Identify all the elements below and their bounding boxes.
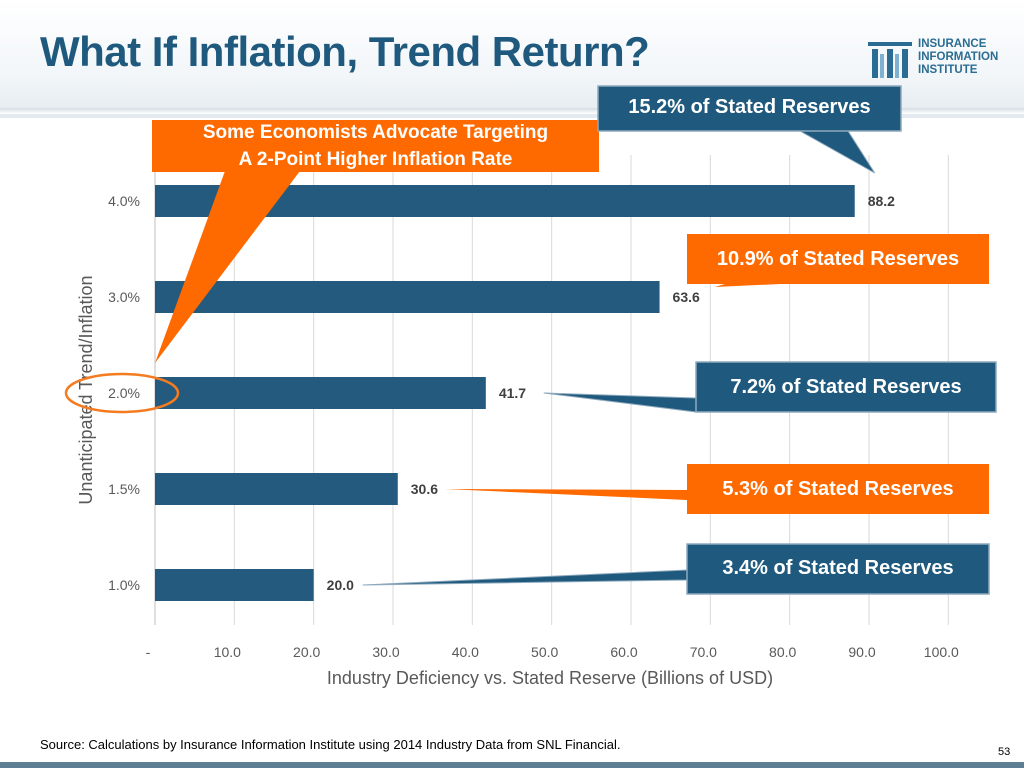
category-label: 2.0% (108, 385, 140, 401)
category-label: 1.0% (108, 577, 140, 593)
callout-reserves-1-5pct: 5.3% of Stated Reserves (722, 478, 954, 500)
x-tick-label: 60.0 (610, 644, 637, 660)
bar (155, 377, 486, 409)
label-layer: - 10.0 20.0 30.0 40.0 50.0 60.0 70.0 80.0 90.0 100… (76, 193, 959, 688)
logo-text: INSURANCE INFORMATION INSTITUTE (918, 38, 998, 77)
page-number: 53 (998, 746, 1011, 758)
callout-economists-line-2: A 2-Point Higher Inflation Rate (238, 149, 513, 170)
x-tick-label: 40.0 (452, 644, 479, 660)
highlight-ellipse (64, 372, 180, 414)
value-label: 30.6 (411, 481, 438, 497)
x-tick-label: 100.0 (924, 644, 959, 660)
callout-reserves-4pct: 15.2% of Stated Reserves (628, 96, 871, 118)
bar (155, 281, 660, 313)
callout-reserves-box (687, 234, 989, 284)
value-label: 63.6 (673, 289, 700, 305)
source-note: Source: Calculations by Insurance Inform… (40, 737, 621, 752)
iii-logo: INSURANCE INFORMATION INSTITUTE (866, 38, 1016, 80)
callout-reserves-pointer (444, 489, 687, 500)
x-tick-label: 70.0 (690, 644, 717, 660)
callout-reserves-box (597, 85, 902, 132)
logo-line-1: INSURANCE (918, 38, 987, 50)
x-axis-title: Industry Deficiency vs. Stated Reserve (… (327, 668, 773, 688)
title-divider (0, 108, 1024, 114)
logo-line-2: INFORMATION (918, 51, 999, 63)
callout-reserves-box (686, 543, 990, 595)
category-label: 1.5% (108, 481, 140, 497)
callout-economists-line-1: Some Economists Advocate Targeting (202, 122, 549, 143)
callout-reserves-box (695, 361, 997, 413)
category-label: 3.0% (108, 289, 140, 305)
callout-reserves-pointer (543, 392, 697, 413)
logo-line-3: INSTITUTE (918, 64, 978, 76)
iii-columns-icon (868, 42, 912, 78)
value-label: 41.7 (499, 385, 526, 401)
footer-bar (0, 762, 1024, 768)
category-label: 4.0% (108, 193, 140, 209)
y-axis-title: Unanticipated Trend/Inflation (76, 275, 96, 504)
callout-reserves-box (687, 464, 989, 514)
callout-reserves-pointer (798, 130, 876, 174)
callout-economists-pointer (155, 171, 300, 363)
slide-title: What If Inflation, Trend Return? (40, 28, 650, 75)
bar (155, 569, 314, 601)
callout-layer (64, 85, 997, 595)
x-tick-label: 30.0 (372, 644, 399, 660)
callout-reserves-2pct: 7.2% of Stated Reserves (730, 376, 962, 398)
bar (155, 473, 398, 505)
x-tick-label: 80.0 (769, 644, 796, 660)
callout-reserves-1pct: 3.4% of Stated Reserves (722, 557, 954, 579)
x-tick-label: - (146, 644, 151, 660)
x-tick-label: 90.0 (848, 644, 875, 660)
callout-economists-box (152, 120, 599, 172)
x-tick-label: 10.0 (214, 644, 241, 660)
value-label: 88.2 (868, 193, 895, 209)
callout-reserves-pointer (362, 569, 688, 586)
value-label: 20.0 (327, 577, 354, 593)
callout-reserves-3pct: 10.9% of Stated Reserves (716, 248, 960, 270)
bar-layer (155, 185, 855, 601)
x-tick-label: 20.0 (293, 644, 320, 660)
x-tick-label: 50.0 (531, 644, 558, 660)
callout-reserves-pointer (714, 284, 780, 287)
